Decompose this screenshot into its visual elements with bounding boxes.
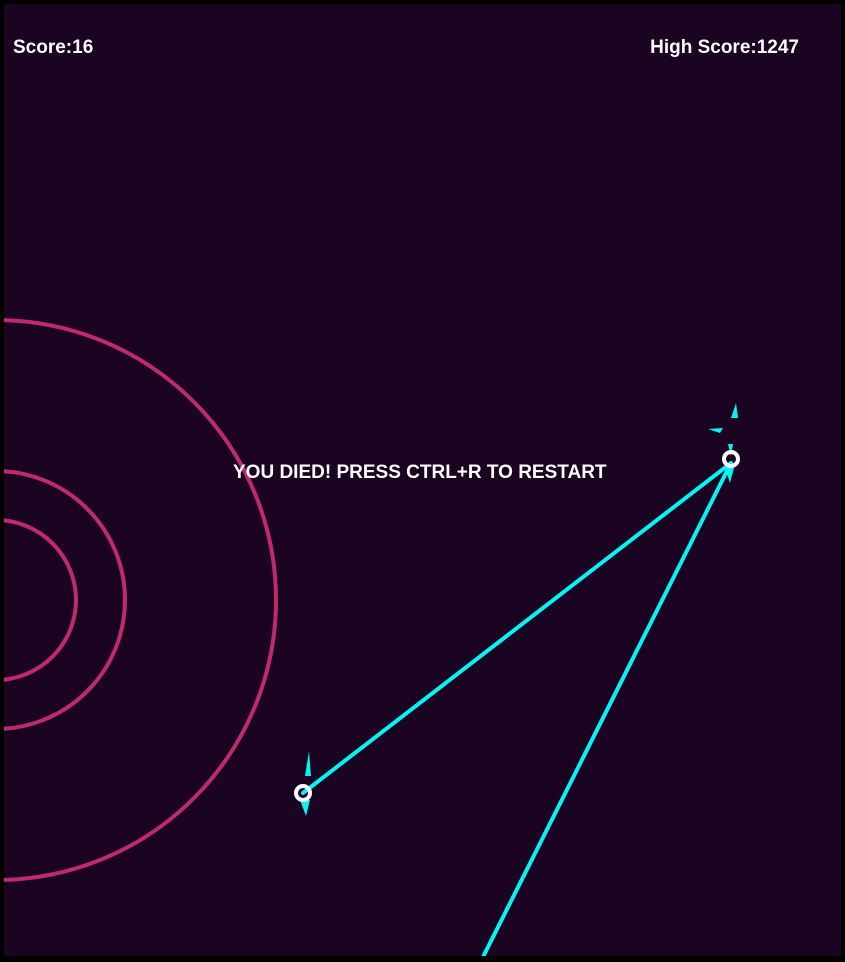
beams xyxy=(301,461,733,956)
flame-spike-icon xyxy=(305,751,311,776)
high-score-value: 1247 xyxy=(756,37,799,58)
ring-outline-icon xyxy=(294,784,312,802)
death-message: YOU DIED! PRESS CTRL+R TO RESTART xyxy=(233,462,607,483)
high-score-label: High Score: xyxy=(650,37,757,58)
game-scene xyxy=(4,318,740,956)
gravity-ring-outer xyxy=(4,318,278,882)
game-canvas[interactable]: Score:16 High Score:1247 YOU DIED! PRESS… xyxy=(4,4,841,956)
flame-spike-icon xyxy=(708,428,723,433)
gravity-well xyxy=(4,318,278,882)
gravity-ring-inner xyxy=(4,518,78,682)
enemy-ship xyxy=(722,450,740,468)
gravity-ring-middle xyxy=(4,469,127,731)
score-label: Score: xyxy=(13,37,73,58)
flame-spike-icon xyxy=(728,444,733,456)
score-display: Score:16 xyxy=(13,38,93,57)
high-score-display: High Score:1247 xyxy=(650,38,799,57)
thrust-particles xyxy=(300,403,738,816)
flame-spike-icon xyxy=(300,800,310,816)
flame-spike-icon xyxy=(725,468,734,483)
flame-spike-icon xyxy=(731,403,738,418)
ring-outline-icon xyxy=(722,450,740,468)
player-dead xyxy=(294,784,312,802)
score-value: 16 xyxy=(72,37,94,58)
beam-lower xyxy=(481,461,733,956)
beam-upper xyxy=(301,461,733,795)
